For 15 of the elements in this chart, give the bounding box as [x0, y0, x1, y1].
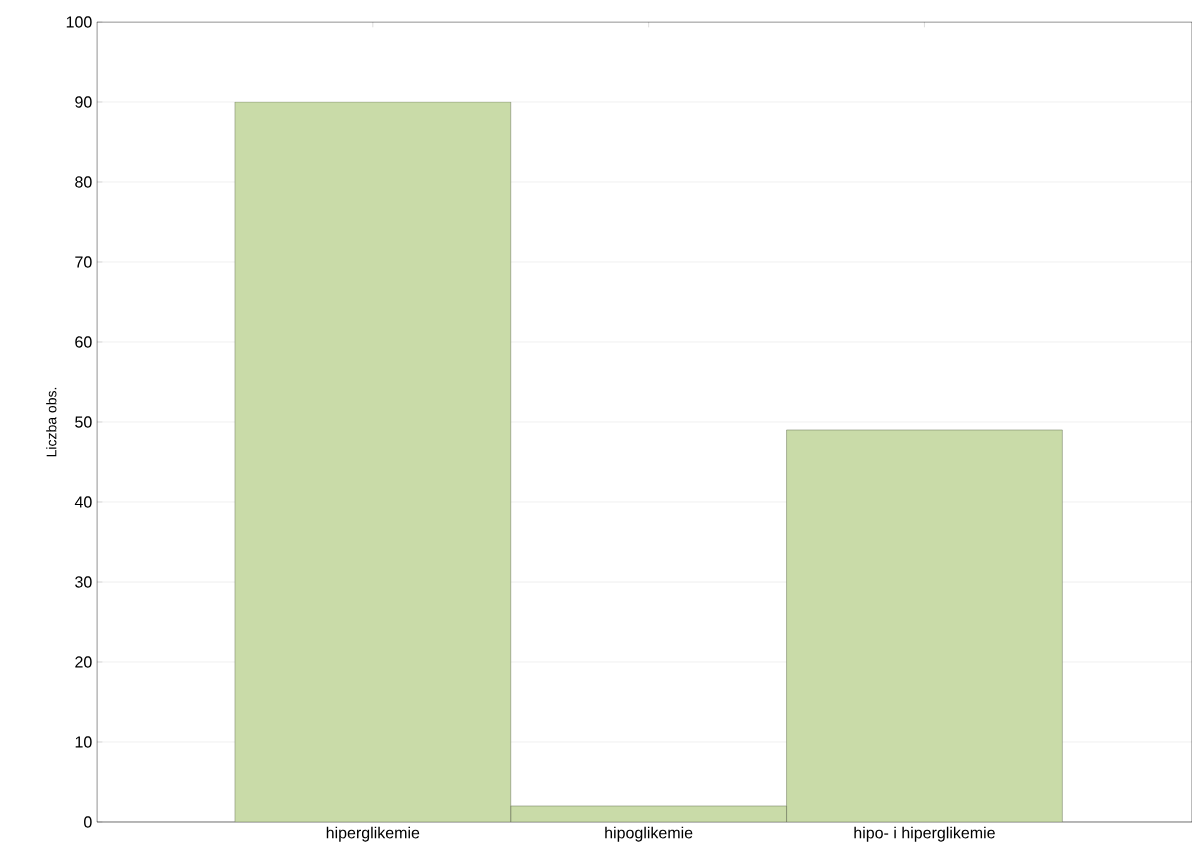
x-tick-label: hipo- i hiperglikemie [854, 826, 995, 842]
y-tick-label: 20 [75, 656, 92, 668]
y-tick-label: 40 [74, 496, 92, 508]
y-tick-label: 100 [66, 16, 92, 28]
y-tick-label: 60 [75, 336, 92, 348]
y-tick-label: 70 [75, 256, 92, 268]
x-tick-label: hiperglikemie [326, 826, 420, 842]
y-tick-label: 80 [75, 176, 92, 188]
y-axis-title: Liczba obs. [46, 387, 57, 457]
x-tick-label: hipoglikemie [605, 826, 693, 842]
y-tick-label: 90 [75, 96, 92, 108]
y-tick-label: 10 [75, 736, 92, 748]
y-tick-label: 50 [75, 416, 92, 428]
y-tick-label: 0 [84, 816, 92, 828]
y-tick-label: 30 [75, 576, 92, 588]
